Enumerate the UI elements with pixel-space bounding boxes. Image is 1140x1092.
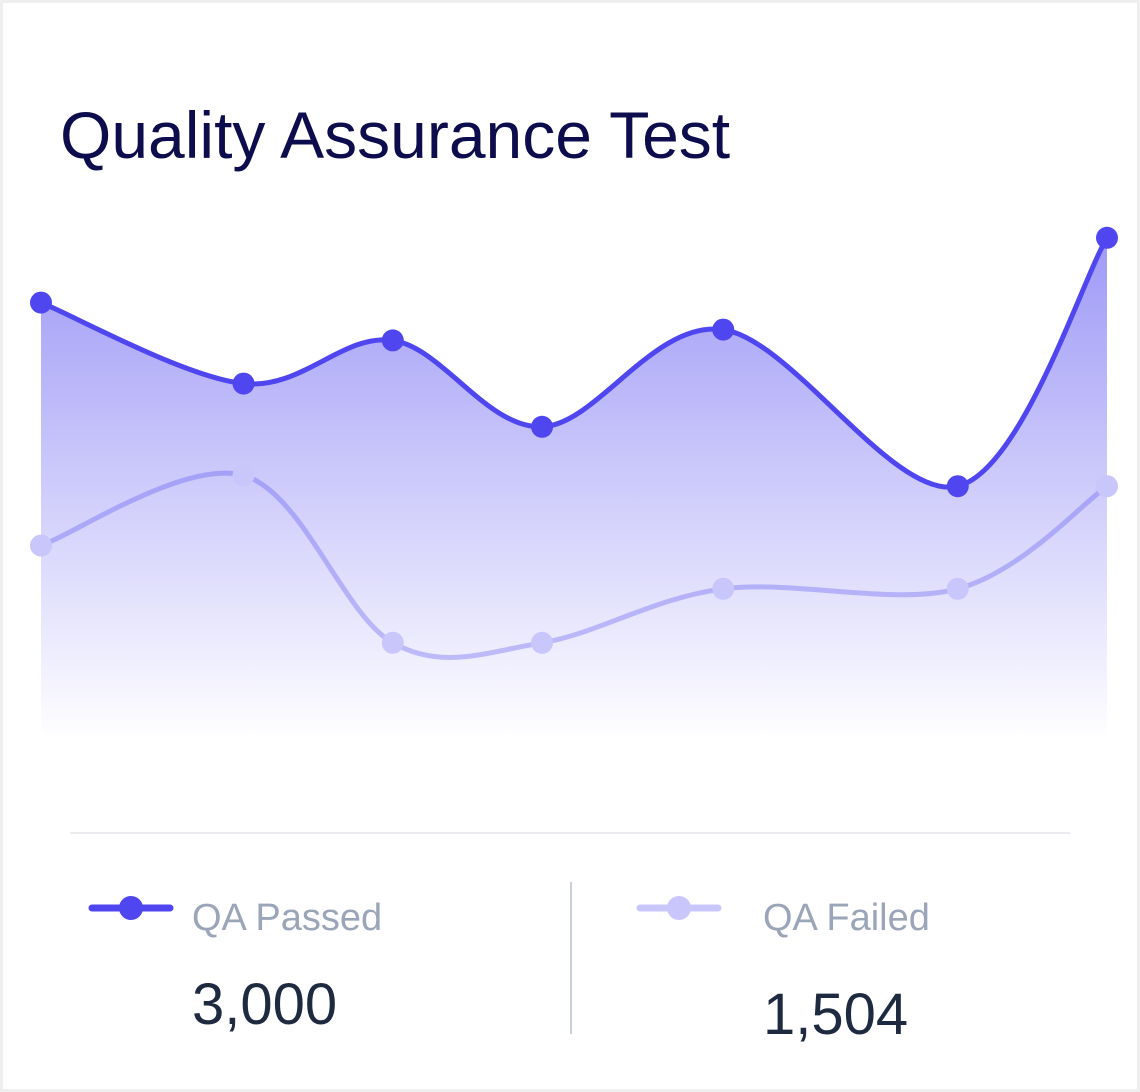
data-point [712, 318, 735, 341]
data-point [232, 372, 255, 395]
legend-label: QA Failed [763, 897, 930, 939]
legend-total: 1,504 [763, 982, 908, 1047]
data-point [232, 464, 255, 487]
data-point [531, 415, 554, 438]
data-point [30, 291, 52, 314]
data-point [1096, 226, 1118, 249]
data-point [946, 475, 969, 498]
data-point [1096, 475, 1118, 498]
data-point [712, 577, 735, 600]
legend-swatch-dot [119, 896, 143, 920]
data-point [946, 577, 969, 600]
legend-total: 3,000 [192, 972, 337, 1037]
legend-label: QA Passed [192, 897, 382, 939]
data-point [30, 534, 52, 557]
chart-title: Quality Assurance Test [60, 98, 730, 172]
area-fill [41, 237, 1107, 741]
data-point [381, 329, 404, 352]
data-point [531, 631, 554, 654]
data-point [381, 631, 404, 654]
legend-swatch-dot [667, 896, 691, 920]
